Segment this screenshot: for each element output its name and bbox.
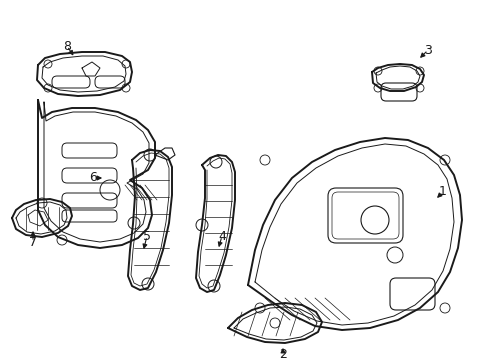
- Text: 4: 4: [218, 230, 225, 243]
- Text: 1: 1: [438, 185, 446, 198]
- Text: 5: 5: [142, 230, 151, 243]
- Text: 8: 8: [63, 40, 71, 53]
- Text: 2: 2: [279, 348, 286, 360]
- Text: 7: 7: [29, 235, 37, 248]
- Text: 6: 6: [89, 171, 97, 184]
- Text: 3: 3: [423, 44, 431, 57]
